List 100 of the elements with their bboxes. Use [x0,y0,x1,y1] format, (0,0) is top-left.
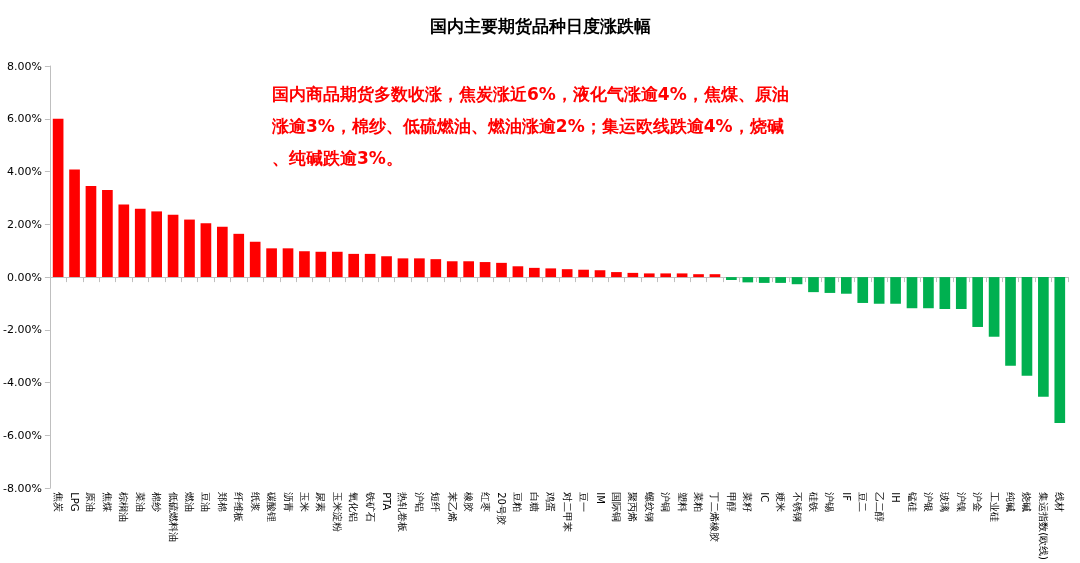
chart-title: 国内主要期货品种日度涨跌幅 [429,15,651,36]
x-tick-label: 线材 [1054,492,1066,513]
bar [791,277,803,285]
bar [414,258,425,278]
bar [611,272,622,278]
bar [233,233,245,278]
x-tick-label: LPG [69,492,81,512]
bar [266,248,277,278]
x-tick-label: 纤维板 [233,492,245,523]
x-tick-label: 焦炭 [52,492,64,513]
bar [528,267,540,278]
x-tick-label: IH [890,492,902,503]
x-tick-label: 橡胶 [463,492,475,513]
bar [315,251,327,278]
x-tick-label: 豆二 [857,492,869,513]
x-tick-label: 苯乙烯 [446,492,458,523]
bar [134,208,146,278]
x-tick-label: 豆油 [200,492,212,513]
x-tick-label: 郑棉 [216,492,228,513]
x-tick-label: 塑料 [676,492,688,513]
x-tick-label: 碳酸锂 [266,491,278,523]
x-tick-label: 菜籽 [742,492,754,513]
x-tick-label: 豆一 [578,492,590,513]
x-tick-label: 热轧卷板 [397,492,409,533]
x-tick-label: 工业硅 [988,492,1000,523]
x-tick-label: 棕榈油 [118,492,130,523]
bar [561,269,573,278]
x-tick-label: 20号胶 [495,492,507,525]
bar [972,277,984,327]
bar [643,273,655,278]
x-tick-label: 沪银 [922,492,934,513]
bar [578,269,589,278]
bar [873,277,885,304]
bar [85,186,97,278]
bar [446,261,458,278]
bar [824,277,836,293]
x-tick-label: 乙二醇 [873,492,885,523]
bar [331,251,343,278]
bar [512,266,524,278]
x-tick-label: 玻璃 [939,492,951,513]
x-tick-label: 红枣 [479,492,491,513]
bar [775,277,786,283]
y-tick-label: -4.00% [2,376,42,390]
bar [676,273,688,278]
bar [594,270,606,278]
x-tick-label: 棉纱 [151,492,163,513]
bar [742,277,754,283]
bar [364,253,376,278]
bar [151,211,162,278]
bar [660,273,672,278]
bar [381,256,392,278]
x-tick-label: 原油 [85,492,97,513]
x-tick-label: 铁矿石 [364,491,376,523]
bar [545,268,557,278]
x-tick-label: 豆粕 [512,492,524,513]
x-tick-label: 沪锡 [824,492,836,513]
x-tick-label: 丁二烯橡胶 [709,492,721,543]
bar [463,261,474,278]
bar [758,277,770,283]
bar [1054,277,1066,424]
x-tick-label: 烧碱 [1021,492,1033,513]
bar [1021,277,1033,376]
y-tick-label: -8.00% [2,481,42,495]
x-tick-label: 不锈钢 [791,492,803,523]
x-tick-label: 粳米 [775,492,787,513]
x-tick-label: 螺纹钢 [643,492,655,523]
bar [1005,277,1016,366]
bar [890,277,901,304]
x-tick-label: 纯碱 [1005,492,1017,513]
bar [118,204,130,278]
bar [249,241,261,278]
x-tick-label: 燃油 [183,492,195,513]
y-tick-label: -2.00% [2,323,42,337]
bar [397,258,409,278]
bar [282,248,294,278]
x-tick-label: 白糖 [528,492,540,513]
annotation: 国内商品期货多数收涨，焦炭涨近6%，液化气涨逾4%，焦煤、原油涨逾3%，棉纱、低硫燃油、燃油涨逾2%；集运欧线跌逾4%，烧碱、纯碱跌逾3%。 [271,84,789,168]
y-tick-label: 0.00% [6,270,42,284]
x-tick-label: 沪铜 [660,492,672,513]
bar [988,277,1000,337]
y-tick-label: 8.00% [6,59,42,73]
y-tick-label: 6.00% [6,112,42,126]
x-tick-label: IC [758,492,770,503]
x-tick-label: 硅铁 [807,491,819,513]
x-tick-label: 锰硅 [906,491,918,513]
bar [430,259,442,278]
bar [726,277,737,280]
bar [496,262,507,278]
x-tick-label: 沪铝 [413,492,425,513]
x-tick-label: 国际铜 [610,492,622,523]
y-tick-label: 4.00% [6,165,42,179]
bar [840,277,852,294]
bar [693,274,704,278]
y-tick-label: 2.00% [6,217,42,231]
bar [69,169,80,278]
bar [479,262,491,278]
x-tick-label: 菜粕 [693,492,705,513]
bar [184,219,195,278]
x-tick-label: 鸡蛋 [545,491,557,513]
bar [955,277,967,310]
